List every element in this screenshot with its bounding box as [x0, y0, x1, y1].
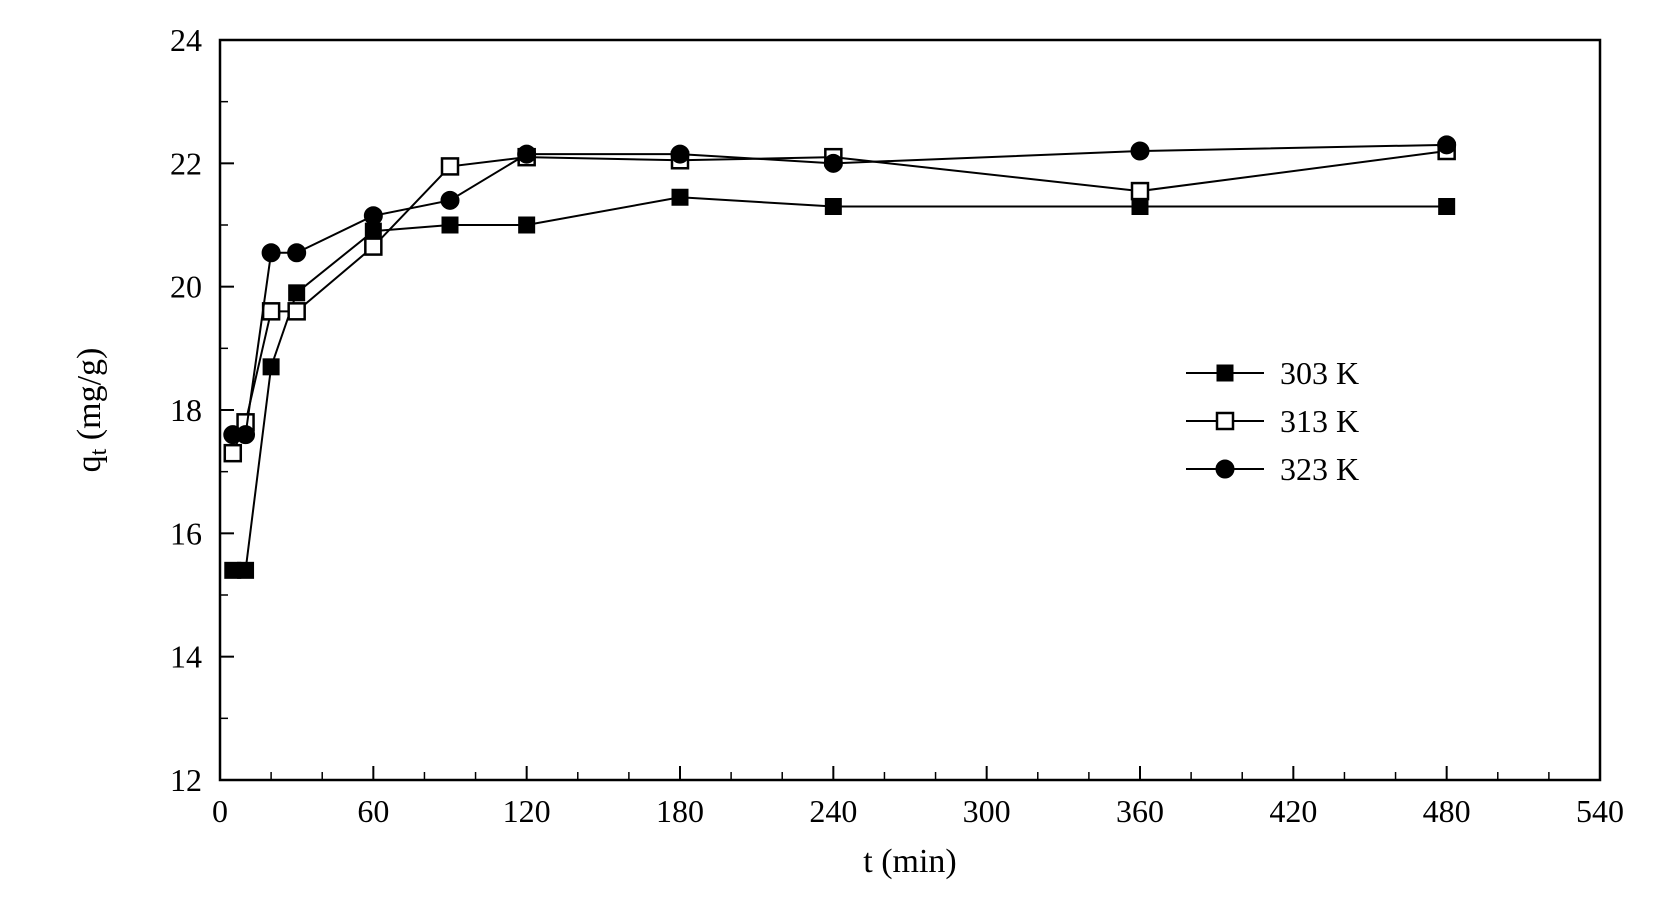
marker-circle-filled — [671, 145, 689, 163]
y-tick-label: 14 — [170, 639, 202, 675]
marker-square-open — [442, 158, 458, 174]
marker-square-filled — [263, 359, 279, 375]
marker-square-filled — [519, 217, 535, 233]
marker-square-filled — [1439, 199, 1455, 215]
marker-circle-filled — [824, 154, 842, 172]
marker-circle-filled — [288, 244, 306, 262]
marker-circle-filled — [1438, 136, 1456, 154]
y-tick-label: 18 — [170, 392, 202, 428]
marker-square-open — [225, 445, 241, 461]
x-tick-label: 360 — [1116, 793, 1164, 829]
x-tick-label: 0 — [212, 793, 228, 829]
marker-square-open — [365, 239, 381, 255]
marker-square-open — [1217, 413, 1233, 429]
marker-circle-filled — [518, 145, 536, 163]
x-tick-label: 540 — [1576, 793, 1624, 829]
marker-circle-filled — [1131, 142, 1149, 160]
chart-bg — [0, 0, 1670, 907]
marker-square-filled — [289, 285, 305, 301]
x-tick-label: 420 — [1269, 793, 1317, 829]
marker-square-open — [289, 303, 305, 319]
x-tick-label: 300 — [963, 793, 1011, 829]
legend-label: 313 K — [1280, 403, 1359, 439]
y-tick-label: 22 — [170, 145, 202, 181]
x-axis-label: t (min) — [863, 843, 956, 880]
y-tick-label: 12 — [170, 762, 202, 798]
marker-circle-filled — [237, 426, 255, 444]
y-tick-label: 24 — [170, 22, 202, 58]
marker-circle-filled — [364, 207, 382, 225]
marker-square-filled — [365, 223, 381, 239]
marker-circle-filled — [1216, 460, 1234, 478]
marker-circle-filled — [441, 191, 459, 209]
marker-square-filled — [825, 199, 841, 215]
marker-square-filled — [238, 562, 254, 578]
marker-square-filled — [1132, 199, 1148, 215]
marker-circle-filled — [262, 244, 280, 262]
marker-square-filled — [442, 217, 458, 233]
legend-label: 303 K — [1280, 355, 1359, 391]
x-tick-label: 240 — [809, 793, 857, 829]
x-tick-label: 120 — [503, 793, 551, 829]
y-tick-label: 20 — [170, 269, 202, 305]
adsorption-kinetics-chart: 0 60 120 180 240 300 360 420 480 540 12 14 16 18 20 22 2… — [0, 0, 1670, 907]
marker-square-open — [1132, 183, 1148, 199]
y-tick-label: 16 — [170, 515, 202, 551]
marker-square-open — [263, 303, 279, 319]
x-tick-label: 480 — [1423, 793, 1471, 829]
legend-label: 323 K — [1280, 451, 1359, 487]
x-tick-label: 60 — [357, 793, 389, 829]
x-tick-label: 180 — [656, 793, 704, 829]
chart-svg: 0 60 120 180 240 300 360 420 480 540 12 14 16 18 20 22 2… — [0, 0, 1670, 907]
marker-square-filled — [672, 189, 688, 205]
marker-square-filled — [1217, 365, 1233, 381]
